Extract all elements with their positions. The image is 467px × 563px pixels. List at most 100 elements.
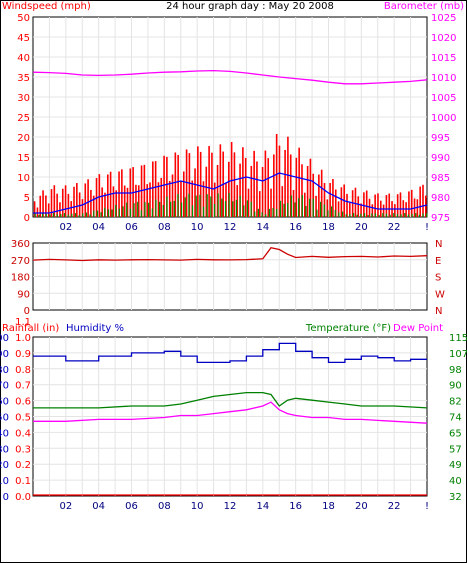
x-tick-label: 22 — [388, 222, 401, 233]
gust-bar — [363, 213, 366, 217]
windspeed-bar — [216, 164, 219, 217]
x-tick-label: ! — [425, 222, 429, 233]
gust-bar — [367, 215, 369, 217]
windspeed-bar — [154, 161, 157, 217]
gust-bar — [170, 201, 172, 217]
windspeed-tick-label: 5 — [24, 193, 30, 204]
gust-bar — [206, 194, 208, 217]
average-wind-line — [33, 172, 428, 214]
windspeed-tick-label: 10 — [17, 173, 30, 184]
gust-bar — [422, 213, 424, 217]
temperature-tick-label: 40 — [449, 476, 462, 487]
windspeed-bar — [340, 187, 343, 217]
windspeed-bar — [273, 154, 275, 217]
humidity-tick-label: 70 — [0, 381, 9, 392]
barometer-tick-label: 1010 — [431, 73, 456, 84]
windspeed-bar — [385, 195, 388, 217]
barometer-axis-label: Barometer (mb) — [384, 1, 464, 12]
gust-bar — [250, 201, 252, 217]
dewpoint-line — [33, 401, 428, 424]
windspeed-bar — [275, 133, 278, 217]
windspeed-bar — [182, 171, 185, 217]
windspeed-bar — [264, 150, 267, 217]
gust-bar — [268, 208, 270, 217]
gust-bar — [243, 205, 245, 217]
gust-bar — [235, 199, 238, 217]
gust-bar — [49, 214, 51, 217]
windspeed-bar — [258, 191, 261, 217]
windspeed-bar — [78, 192, 81, 217]
rainfall-tick-label: 0.1 — [15, 476, 31, 487]
windspeed-bar — [408, 191, 410, 217]
gust-bar — [217, 193, 219, 217]
windspeed-bar — [188, 153, 191, 217]
temp-humidity-panel: 0 10 20 30 40 50 60 70 80 90 100 0.0 0.1 0.2 0.3 0.4 0.5… — [0, 317, 467, 512]
windspeed-bar — [166, 156, 168, 217]
windspeed-bar — [230, 141, 233, 217]
gust-bar — [323, 204, 325, 217]
windspeed-bar — [357, 196, 360, 217]
windspeed-bar — [318, 174, 320, 217]
windspeed-bar — [90, 189, 92, 217]
gust-bar — [287, 203, 289, 217]
direction-degree-label: 90 — [17, 289, 30, 300]
windspeed-bar — [374, 194, 376, 217]
gust-bar — [71, 213, 73, 217]
barometer-line — [32, 69, 428, 85]
gust-bar — [56, 214, 58, 217]
gust-bar — [38, 214, 40, 217]
windspeed-bar — [416, 199, 419, 217]
humidity-tick-label: 30 — [0, 444, 9, 455]
windspeed-bar — [112, 186, 115, 217]
windspeed-bar — [70, 201, 73, 217]
gust-bar — [301, 194, 303, 217]
windspeed-bar — [64, 185, 67, 217]
gust-bar — [191, 205, 194, 217]
temperature-tick-label: 65 — [449, 428, 462, 439]
x-tick-label: 02 — [59, 222, 72, 233]
gust-bar — [166, 196, 168, 217]
windspeed-bar — [171, 174, 174, 217]
windspeed-bar — [98, 174, 101, 217]
x-tick-label: 02 — [59, 501, 72, 512]
windspeed-tick-label: 45 — [17, 33, 30, 44]
windspeed-bar — [250, 165, 253, 217]
rainfall-tick-label: 0.9 — [15, 349, 31, 360]
windspeed-bar — [228, 161, 230, 217]
rainfall-tick-label: 1.1 — [15, 317, 31, 328]
windspeed-bar — [410, 189, 413, 217]
rainfall-tick-label: 0.5 — [15, 413, 31, 424]
gust-bar — [349, 214, 351, 217]
gust-bar — [148, 202, 150, 217]
windspeed-bar — [360, 203, 362, 217]
humidity-tick-label: 100 — [0, 333, 9, 344]
windspeed-bar — [168, 180, 171, 217]
rainfall-tick-label: 0.6 — [15, 397, 31, 408]
windspeed-bar — [213, 182, 216, 217]
gust-bar — [400, 214, 402, 217]
x-tick-label: 20 — [355, 222, 368, 233]
windspeed-bar — [368, 198, 371, 217]
gust-bar — [257, 208, 260, 217]
windspeed-bar — [267, 158, 270, 217]
direction-degree-label: 180 — [11, 273, 30, 284]
gust-bar — [89, 214, 91, 217]
windspeed-bar — [87, 179, 89, 217]
x-tick-label: 12 — [224, 501, 237, 512]
windspeed-bar — [45, 195, 47, 217]
gust-bar — [232, 201, 234, 217]
windspeed-bar — [202, 181, 205, 217]
rainfall-tick-label: 1.0 — [15, 333, 31, 344]
windspeed-bar — [126, 187, 129, 217]
temperature-tick-label: 32 — [449, 492, 462, 503]
gust-bar — [228, 193, 230, 217]
gust-bar — [115, 204, 117, 217]
windspeed-bar — [394, 204, 396, 217]
gust-bar — [327, 210, 329, 217]
gust-bar — [407, 214, 410, 217]
barometer-tick-label: 990 — [431, 153, 450, 164]
windspeed-bar — [191, 180, 194, 217]
windspeed-axis-label: Windspeed (mph) — [2, 1, 91, 12]
humidity-tick-label: 10 — [0, 476, 9, 487]
